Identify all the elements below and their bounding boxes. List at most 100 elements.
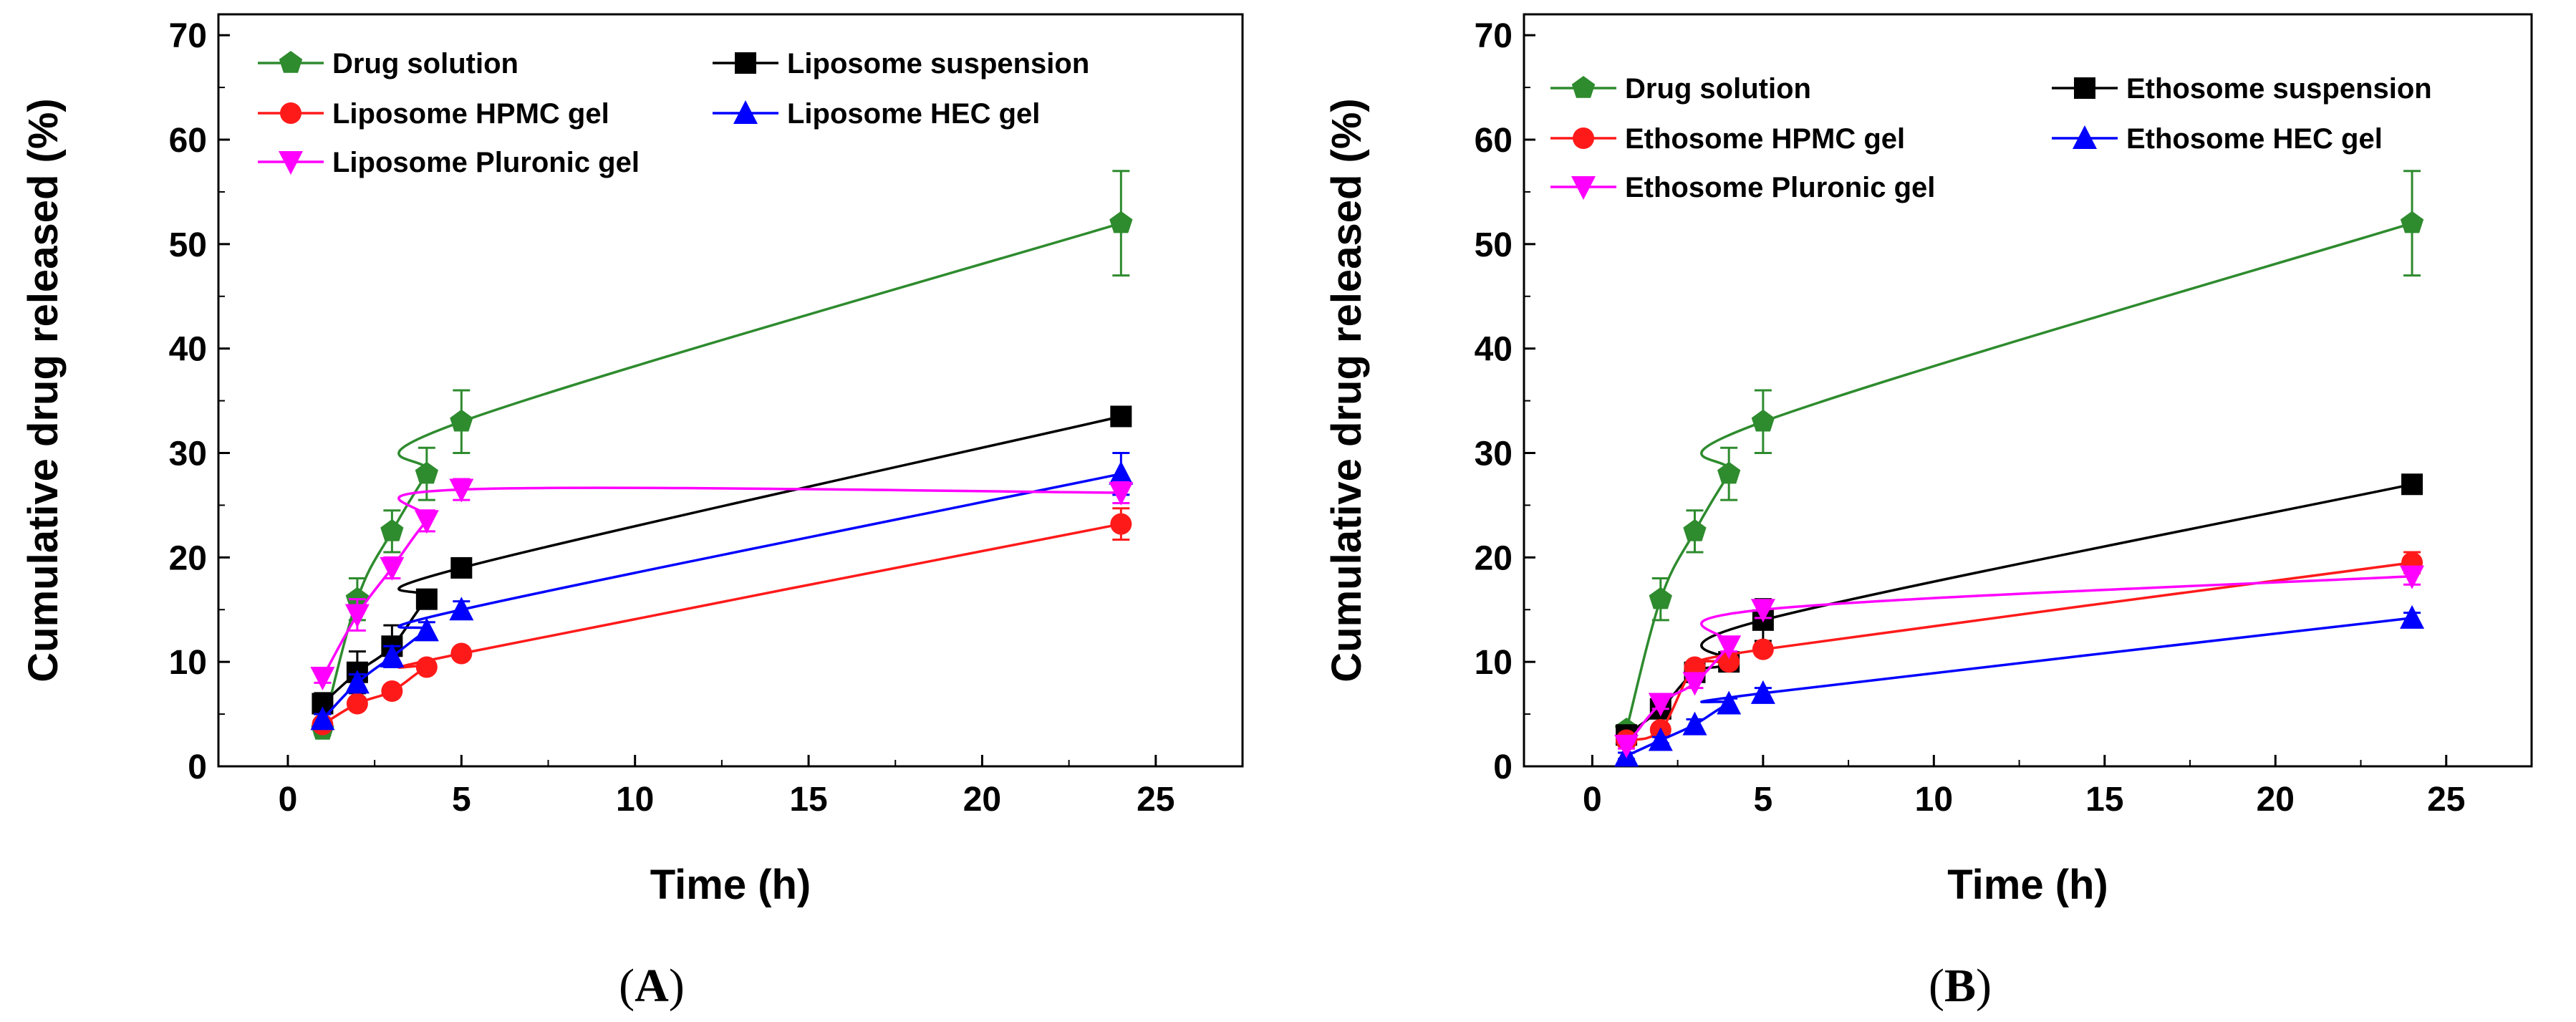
- data-point: [415, 656, 438, 678]
- y-tick-label: 20: [169, 539, 207, 577]
- data-point: [345, 587, 370, 609]
- legend-label: Drug solution: [332, 48, 518, 79]
- x-tick-label: 10: [616, 781, 654, 819]
- legend-marker: [2074, 77, 2095, 99]
- data-point: [2400, 604, 2425, 629]
- x-tick-label: 0: [1583, 781, 1602, 819]
- data-point: [381, 680, 403, 702]
- series-liposome-pluronic-gel: [310, 478, 1134, 691]
- data-point: [450, 642, 473, 665]
- y-tick-label: 30: [169, 435, 207, 473]
- data-point: [1109, 481, 1134, 506]
- series-line: [321, 486, 1121, 678]
- x-tick-label: 10: [1915, 781, 1953, 819]
- x-tick-label: 25: [1137, 781, 1174, 819]
- data-point: [344, 604, 370, 628]
- series-ethosome-pluronic-gel: [1614, 565, 2425, 758]
- data-point: [344, 670, 370, 694]
- legend-item-ethosome-hec-gel: Ethosome HEC gel: [2052, 123, 2383, 155]
- legend-label: Liposome HPMC gel: [332, 98, 609, 130]
- data-point: [1109, 211, 1133, 233]
- series-line: [322, 472, 1121, 720]
- series-drug-solution: [311, 170, 1133, 740]
- data-point: [1751, 409, 1775, 432]
- data-point: [1750, 599, 1775, 623]
- series-liposome-hec-gel: [310, 452, 1134, 731]
- chart-panel-a: 0 10 20 30 40 50 60 70 0 5 10 15 20 25 Time (h) Cumulat…: [20, 13, 1244, 1012]
- x-tick-label: 5: [1754, 781, 1773, 819]
- y-tick-label: 0: [1493, 748, 1513, 786]
- y-tick-label: 40: [1475, 331, 1513, 369]
- plot-frame: [1523, 13, 2533, 768]
- data-point: [1752, 638, 1774, 660]
- legend-marker: [2073, 125, 2097, 149]
- legend-item-liposome-hec-gel: Liposome HEC gel: [713, 98, 1040, 130]
- series-line: [1626, 617, 2413, 758]
- data-point: [1717, 690, 1742, 715]
- series-ethosome-suspension: [1616, 473, 2423, 746]
- legend-label: Liposome HEC gel: [787, 98, 1040, 130]
- panel-label: (A): [619, 960, 685, 1012]
- data-point: [1110, 513, 1132, 535]
- panel-label: (B): [1929, 960, 1992, 1012]
- x-tick-label: 15: [2085, 781, 2123, 819]
- legend-label: Ethosome HEC gel: [2126, 123, 2383, 155]
- data-point: [1717, 461, 1741, 484]
- plot-frame: [217, 13, 1244, 768]
- legend-label: Liposome Pluronic gel: [332, 147, 640, 178]
- legend-item-ethosome-pluronic-gel: Ethosome Pluronic gel: [1550, 172, 1935, 203]
- data-point: [380, 519, 404, 541]
- data-point: [415, 588, 438, 610]
- data-point: [1614, 734, 1639, 758]
- legend-marker: [733, 100, 758, 124]
- data-point: [1109, 461, 1134, 485]
- data-point: [2401, 473, 2423, 496]
- data-point: [380, 643, 405, 667]
- y-tick-label: 10: [169, 644, 207, 682]
- x-tick-label: 5: [452, 781, 471, 819]
- y-tick-label: 0: [188, 748, 207, 786]
- data-point: [1648, 693, 1673, 717]
- data-point: [414, 510, 439, 534]
- y-tick-label: 10: [1475, 644, 1513, 682]
- data-point: [346, 693, 368, 715]
- data-point: [450, 556, 473, 579]
- y-tick-label: 70: [169, 17, 207, 55]
- series-line: [322, 415, 1121, 705]
- y-axis-title: Cumulative drug released (%): [20, 98, 67, 682]
- legend-marker: [280, 102, 302, 124]
- legend-label: Drug solution: [1625, 73, 1811, 105]
- x-axis-title: Time (h): [1947, 862, 2108, 908]
- legend-item-liposome-hpmc-gel: Liposome HPMC gel: [258, 98, 609, 130]
- data-point: [414, 617, 439, 642]
- data-point: [1682, 711, 1707, 736]
- legend-label: Liposome suspension: [787, 48, 1089, 79]
- data-point: [1648, 727, 1673, 751]
- legend-marker: [1573, 127, 1594, 149]
- data-point: [1110, 405, 1132, 428]
- data-point: [415, 461, 438, 484]
- y-tick-label: 20: [1475, 539, 1513, 577]
- data-point: [2400, 211, 2424, 233]
- y-tick-label: 60: [169, 122, 207, 160]
- data-point: [1682, 672, 1707, 696]
- y-axis-title: Cumulative drug released (%): [1323, 98, 1370, 682]
- series-line: [1625, 222, 2413, 731]
- data-point: [449, 597, 474, 621]
- data-point: [450, 409, 473, 432]
- legend-marker: [279, 51, 303, 73]
- data-point: [2400, 565, 2425, 589]
- legend-label: Ethosome suspension: [2126, 73, 2432, 105]
- legend-item-drug-solution: Drug solution: [1550, 73, 1811, 105]
- y-tick-label: 50: [169, 226, 207, 264]
- y-tick-label: 40: [169, 331, 207, 369]
- legend-item-drug-solution: Drug solution: [258, 48, 518, 79]
- legend-marker: [1571, 76, 1596, 98]
- legend-item-liposome-pluronic-gel: Liposome Pluronic gel: [258, 147, 640, 178]
- chart-panel-b: 0 10 20 30 40 50 60 70 0 5 10 15 20 25 Time (h) Cumulat…: [1323, 13, 2533, 1012]
- x-tick-label: 15: [789, 781, 827, 819]
- data-point: [1750, 680, 1775, 704]
- y-tick-label: 60: [1475, 122, 1513, 160]
- legend-marker: [735, 52, 756, 74]
